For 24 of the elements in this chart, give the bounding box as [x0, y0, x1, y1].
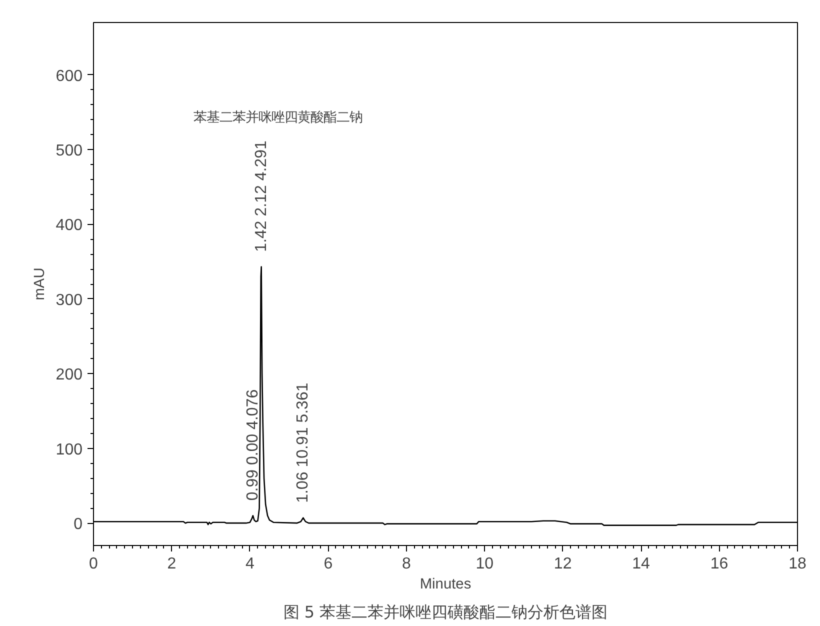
y-tick-label: 500 — [56, 142, 83, 160]
x-tick-label: 2 — [167, 556, 176, 572]
annotation: 1.42 2.12 4.291 — [252, 140, 270, 252]
annotation: 1.06 10.91 5.361 — [294, 382, 312, 503]
x-tick-label: 10 — [476, 556, 494, 572]
y-tick-label: 600 — [56, 68, 83, 85]
y-tick-label: 100 — [56, 441, 83, 458]
x-tick-label: 8 — [402, 556, 411, 572]
y-tick-label: 0 — [74, 516, 83, 534]
annotation: 苯基二苯并咪唑四黄酸酯二钠 — [194, 110, 362, 126]
x-tick-label: 12 — [554, 556, 572, 572]
text: 图 5 苯基二苯并咪唑四磺酸酯二钠分析色谱图 — [283, 602, 608, 622]
x-tick-label: 4 — [245, 556, 254, 572]
x-tick-label: 14 — [632, 556, 650, 572]
y-tick-label: 400 — [56, 217, 83, 234]
y-tick-label: 200 — [56, 366, 83, 384]
x-tick-label: 6 — [324, 556, 333, 572]
x-tick-label: 18 — [788, 556, 806, 572]
x-tick-label: 0 — [89, 556, 98, 572]
y-tick-label: 300 — [56, 292, 83, 309]
annotation: 0.99 0.00 4.076 — [244, 389, 262, 501]
x-tick-label: 16 — [710, 556, 728, 572]
x-axis-title: Minutes — [420, 576, 472, 592]
y-axis-title: mAU — [32, 268, 48, 300]
